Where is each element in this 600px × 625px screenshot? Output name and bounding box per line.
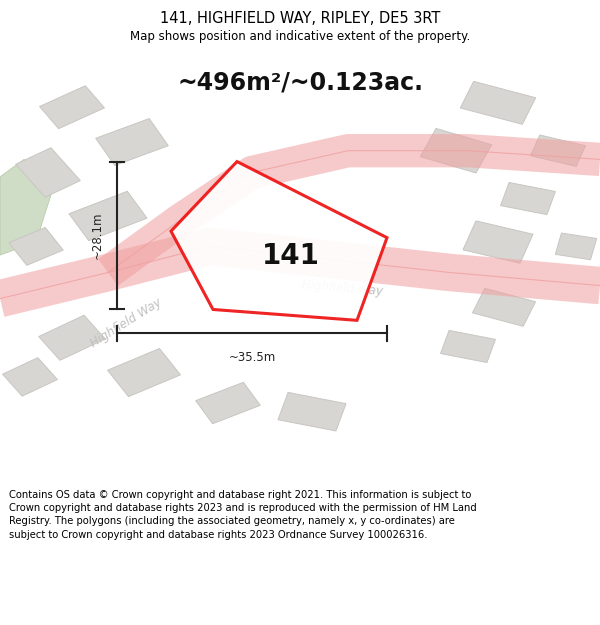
Text: Highfield Way: Highfield Way xyxy=(301,278,383,298)
Text: ~28.1m: ~28.1m xyxy=(91,212,104,259)
Text: Map shows position and indicative extent of the property.: Map shows position and indicative extent… xyxy=(130,30,470,43)
Text: ~35.5m: ~35.5m xyxy=(229,351,275,364)
Polygon shape xyxy=(0,159,54,255)
Polygon shape xyxy=(472,288,536,326)
Polygon shape xyxy=(530,135,586,166)
Polygon shape xyxy=(196,382,260,424)
Text: Highfield Way: Highfield Way xyxy=(88,296,164,349)
Text: ~496m²/~0.123ac.: ~496m²/~0.123ac. xyxy=(177,70,423,94)
Polygon shape xyxy=(69,191,147,241)
Polygon shape xyxy=(463,221,533,263)
Polygon shape xyxy=(2,357,58,396)
Polygon shape xyxy=(16,148,80,197)
Text: 141: 141 xyxy=(262,242,320,271)
Polygon shape xyxy=(39,315,105,360)
Text: 141, HIGHFIELD WAY, RIPLEY, DE5 3RT: 141, HIGHFIELD WAY, RIPLEY, DE5 3RT xyxy=(160,11,440,26)
Polygon shape xyxy=(40,86,104,129)
Polygon shape xyxy=(421,128,491,173)
Polygon shape xyxy=(440,331,496,362)
Polygon shape xyxy=(9,228,63,266)
Polygon shape xyxy=(278,392,346,431)
Polygon shape xyxy=(171,162,387,321)
Polygon shape xyxy=(500,182,556,214)
Polygon shape xyxy=(555,233,597,260)
Polygon shape xyxy=(107,349,181,397)
Polygon shape xyxy=(460,81,536,124)
Text: Contains OS data © Crown copyright and database right 2021. This information is : Contains OS data © Crown copyright and d… xyxy=(9,490,477,539)
Polygon shape xyxy=(96,119,168,166)
